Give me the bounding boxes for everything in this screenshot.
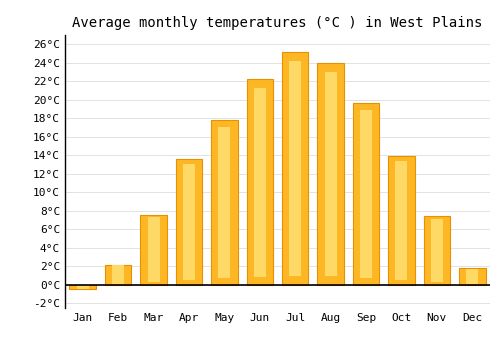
Bar	[424, 216, 450, 285]
Bar	[396, 161, 407, 280]
Bar	[289, 61, 301, 275]
Bar	[218, 127, 230, 278]
Bar	[140, 215, 167, 285]
Bar	[431, 219, 443, 282]
Bar	[246, 79, 273, 285]
Bar	[176, 159, 202, 285]
Bar	[211, 120, 238, 285]
Bar	[318, 63, 344, 285]
Bar	[282, 52, 308, 285]
Bar	[459, 268, 485, 285]
Bar	[148, 217, 160, 282]
Bar	[324, 72, 336, 276]
Bar	[254, 88, 266, 276]
Title: Average monthly temperatures (°C ) in West Plains: Average monthly temperatures (°C ) in We…	[72, 16, 482, 30]
Bar	[466, 269, 478, 284]
Bar	[353, 103, 380, 285]
Bar	[70, 285, 96, 289]
Bar	[388, 156, 414, 285]
Bar	[112, 265, 124, 284]
Bar	[183, 164, 195, 280]
Bar	[360, 110, 372, 278]
Bar	[76, 285, 88, 289]
Bar	[105, 265, 132, 285]
